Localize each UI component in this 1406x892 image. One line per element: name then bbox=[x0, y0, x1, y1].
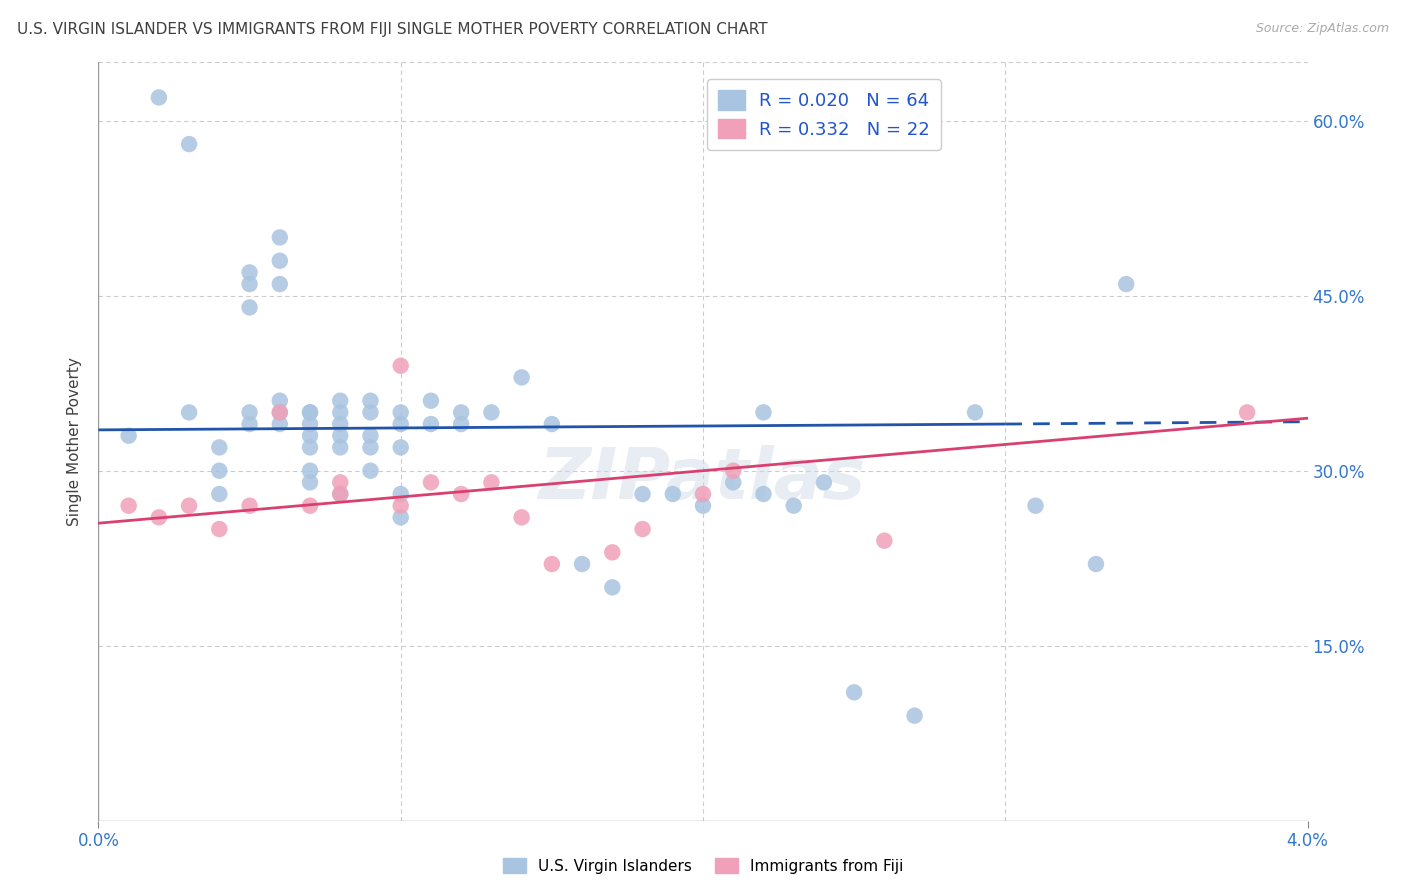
Point bbox=[360, 393, 382, 408]
Point bbox=[239, 405, 262, 419]
Legend: R = 0.020   N = 64, R = 0.332   N = 22: R = 0.020 N = 64, R = 0.332 N = 22 bbox=[707, 79, 941, 150]
Point bbox=[329, 428, 352, 442]
Point bbox=[269, 405, 291, 419]
Point bbox=[813, 475, 835, 490]
Point bbox=[299, 441, 322, 455]
Point bbox=[571, 557, 593, 571]
Point bbox=[299, 417, 322, 431]
Point bbox=[389, 417, 412, 431]
Point bbox=[450, 487, 472, 501]
Point bbox=[540, 557, 562, 571]
Point bbox=[208, 441, 231, 455]
Point bbox=[420, 475, 443, 490]
Point bbox=[602, 580, 624, 594]
Point bbox=[389, 405, 412, 419]
Point bbox=[692, 487, 714, 501]
Legend: U.S. Virgin Islanders, Immigrants from Fiji: U.S. Virgin Islanders, Immigrants from F… bbox=[496, 852, 910, 880]
Point bbox=[481, 405, 503, 419]
Point bbox=[299, 428, 322, 442]
Point bbox=[329, 487, 352, 501]
Point bbox=[269, 405, 291, 419]
Point bbox=[420, 417, 443, 431]
Point bbox=[299, 499, 322, 513]
Point bbox=[965, 405, 987, 419]
Point bbox=[360, 428, 382, 442]
Point bbox=[329, 393, 352, 408]
Point bbox=[661, 487, 683, 501]
Point bbox=[118, 428, 141, 442]
Point bbox=[269, 277, 291, 291]
Point bbox=[239, 499, 262, 513]
Point bbox=[692, 499, 714, 513]
Point bbox=[389, 510, 412, 524]
Y-axis label: Single Mother Poverty: Single Mother Poverty bbox=[67, 357, 83, 526]
Point bbox=[1085, 557, 1108, 571]
Text: ZIPatlas: ZIPatlas bbox=[540, 445, 866, 514]
Point bbox=[450, 417, 472, 431]
Point bbox=[148, 510, 170, 524]
Point bbox=[360, 441, 382, 455]
Point bbox=[239, 301, 262, 315]
Point bbox=[631, 522, 654, 536]
Point bbox=[1115, 277, 1137, 291]
Point bbox=[239, 277, 262, 291]
Point bbox=[752, 405, 775, 419]
Point bbox=[510, 510, 533, 524]
Point bbox=[179, 499, 201, 513]
Point bbox=[239, 265, 262, 279]
Point bbox=[450, 405, 472, 419]
Point bbox=[118, 499, 141, 513]
Point bbox=[329, 487, 352, 501]
Point bbox=[208, 464, 231, 478]
Point bbox=[208, 522, 231, 536]
Point bbox=[329, 405, 352, 419]
Point bbox=[329, 475, 352, 490]
Point bbox=[179, 405, 201, 419]
Point bbox=[208, 487, 231, 501]
Point bbox=[269, 230, 291, 244]
Point bbox=[389, 441, 412, 455]
Point bbox=[360, 405, 382, 419]
Point bbox=[389, 499, 412, 513]
Point bbox=[239, 417, 262, 431]
Point bbox=[873, 533, 896, 548]
Point bbox=[723, 475, 745, 490]
Text: Source: ZipAtlas.com: Source: ZipAtlas.com bbox=[1256, 22, 1389, 36]
Point bbox=[329, 441, 352, 455]
Point bbox=[540, 417, 562, 431]
Point bbox=[299, 405, 322, 419]
Point bbox=[148, 90, 170, 104]
Point bbox=[723, 464, 745, 478]
Point bbox=[360, 464, 382, 478]
Point bbox=[269, 393, 291, 408]
Point bbox=[1236, 405, 1258, 419]
Point bbox=[299, 405, 322, 419]
Point bbox=[752, 487, 775, 501]
Point bbox=[389, 487, 412, 501]
Point bbox=[904, 708, 927, 723]
Point bbox=[844, 685, 866, 699]
Point bbox=[389, 359, 412, 373]
Point bbox=[179, 137, 201, 152]
Point bbox=[269, 417, 291, 431]
Point bbox=[420, 393, 443, 408]
Point bbox=[299, 475, 322, 490]
Point bbox=[481, 475, 503, 490]
Point bbox=[329, 417, 352, 431]
Point bbox=[1025, 499, 1047, 513]
Point bbox=[269, 253, 291, 268]
Point bbox=[299, 464, 322, 478]
Point bbox=[602, 545, 624, 559]
Point bbox=[510, 370, 533, 384]
Text: U.S. VIRGIN ISLANDER VS IMMIGRANTS FROM FIJI SINGLE MOTHER POVERTY CORRELATION C: U.S. VIRGIN ISLANDER VS IMMIGRANTS FROM … bbox=[17, 22, 768, 37]
Point bbox=[631, 487, 654, 501]
Point bbox=[783, 499, 806, 513]
